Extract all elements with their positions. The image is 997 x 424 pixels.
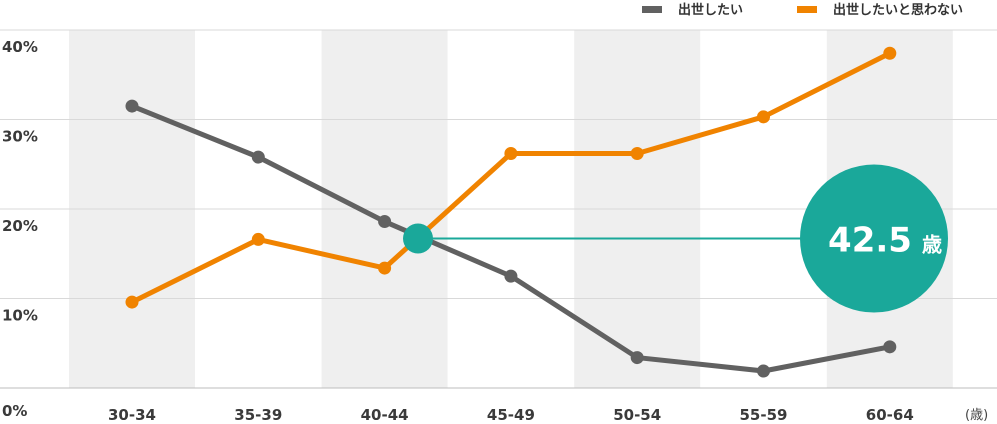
legend-swatch: [642, 6, 662, 13]
data-point: [504, 147, 518, 161]
data-point: [125, 99, 139, 113]
series-layer: [125, 46, 897, 378]
data-point: [378, 215, 392, 229]
y-axis-ticks: 0% 10% 20% 30% 40%: [2, 38, 38, 420]
x-axis-unit: (歳): [965, 408, 988, 423]
legend-label: 出世したい: [678, 2, 743, 18]
y-tick-label: 10%: [2, 307, 38, 325]
data-point: [757, 364, 770, 378]
x-tick-label: 50-54: [613, 406, 661, 424]
data-point: [757, 110, 770, 124]
y-tick-label: 0%: [2, 402, 27, 420]
data-point: [125, 295, 139, 309]
data-point: [504, 269, 518, 283]
data-point: [378, 261, 392, 275]
annotation-value: 42.5: [828, 221, 912, 261]
data-point: [630, 351, 644, 365]
legend-label: 出世したいと思わない: [833, 2, 963, 18]
x-tick-label: 35-39: [234, 406, 282, 424]
x-tick-label: 30-34: [108, 406, 156, 424]
series-line: [129, 50, 893, 305]
annotation-bubble: [800, 164, 948, 313]
data-point: [883, 46, 897, 60]
data-point: [630, 147, 644, 161]
data-point: [251, 150, 265, 164]
y-tick-label: 30%: [2, 128, 38, 146]
legend: 出世したい 出世したいと思わない: [642, 2, 963, 18]
crossing-point-marker: [403, 223, 433, 254]
y-tick-label: 40%: [2, 38, 38, 56]
annotation-unit: 歳: [922, 233, 942, 257]
x-axis-ticks: 30-34 35-39 40-44 45-49 50-54 55-59 60-64: [108, 406, 914, 424]
x-tick-label: 45-49: [487, 406, 535, 424]
x-tick-label: 60-64: [866, 406, 914, 424]
annotation-top-layer: 42.5 歳: [403, 164, 948, 313]
y-tick-label: 20%: [2, 217, 38, 235]
x-tick-label: 40-44: [361, 406, 409, 424]
legend-swatch: [797, 6, 817, 13]
data-point: [251, 232, 265, 246]
data-point: [883, 340, 897, 354]
x-tick-label: 55-59: [740, 406, 788, 424]
